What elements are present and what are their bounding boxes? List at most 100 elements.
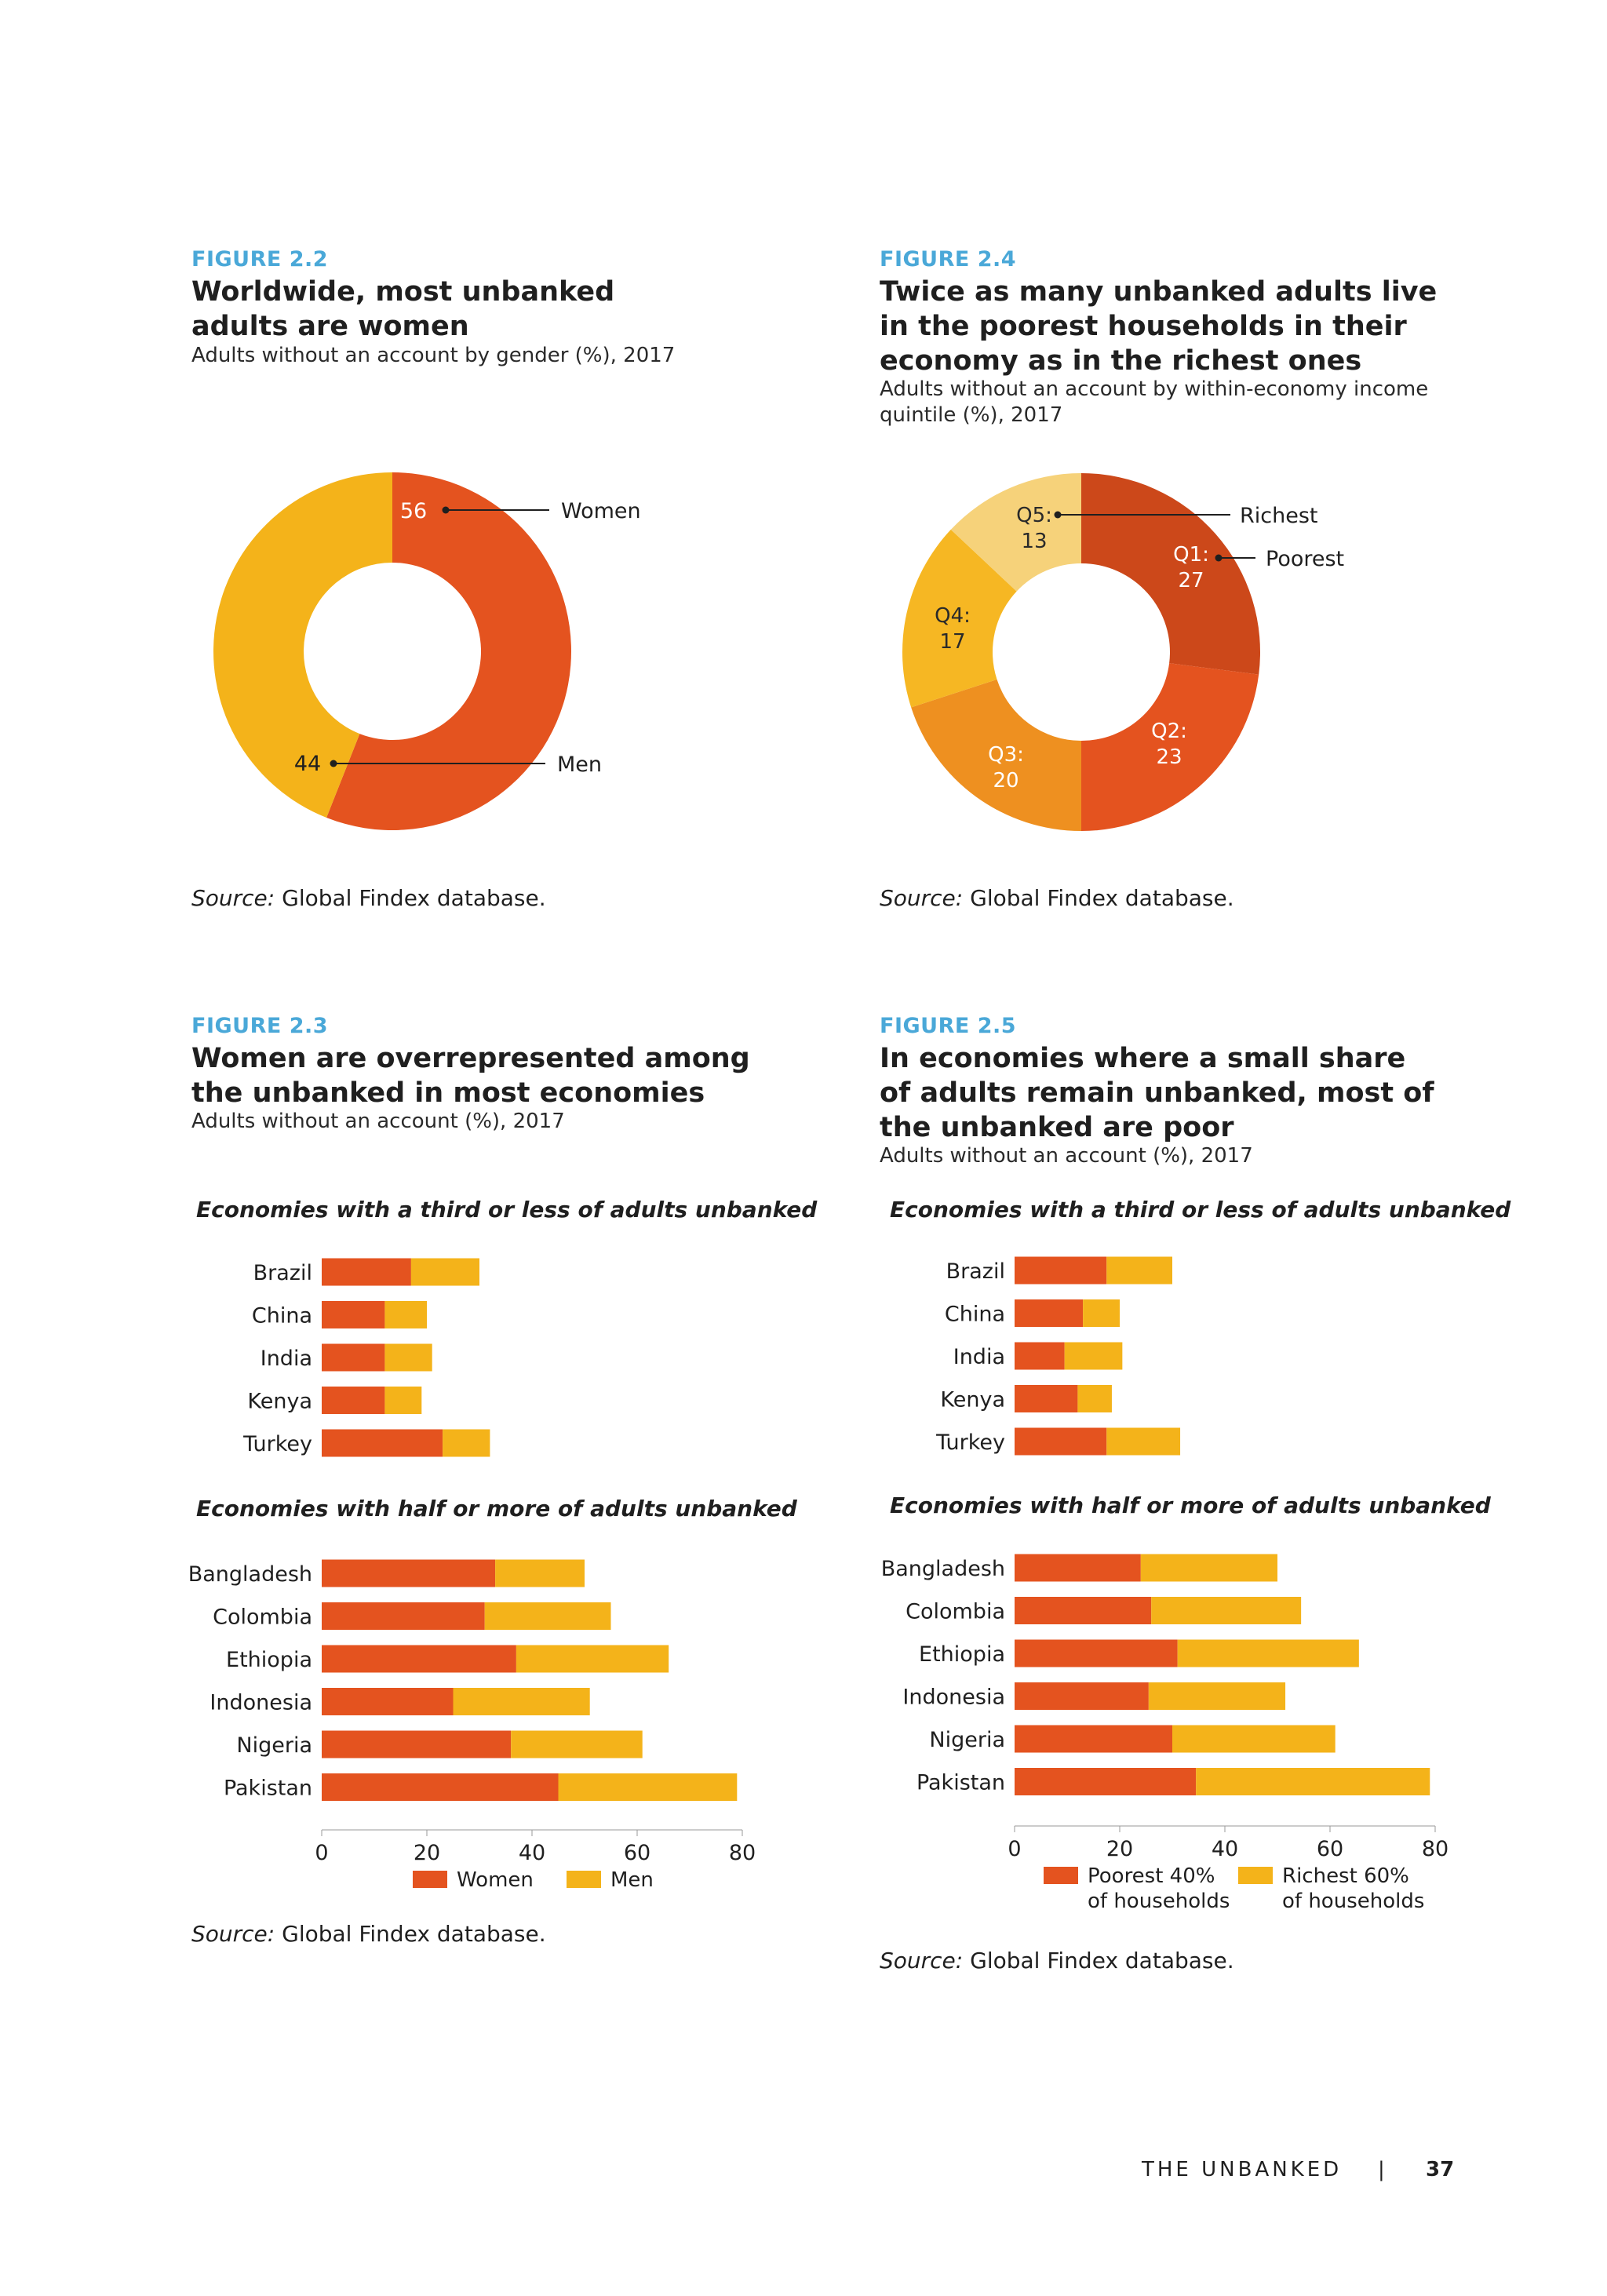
fig24-slice-q4 xyxy=(902,529,1017,708)
fig23-source-text: Global Findex database. xyxy=(275,1921,546,1947)
fig22-source: Source: Global Findex database. xyxy=(191,885,546,911)
fig24-slice-value-q3: 20 xyxy=(993,769,1018,793)
fig25-legend-label2-2: of households xyxy=(1282,1890,1424,1913)
fig25-group2-bar-pakistan-s1 xyxy=(1015,1768,1197,1795)
fig23-x-tick-label-40: 40 xyxy=(519,1841,545,1865)
fig23-x-tick-label-0: 0 xyxy=(315,1841,328,1865)
fig23-group2-bar-indonesia-s1 xyxy=(322,1688,454,1715)
fig22-label-men: Men xyxy=(557,753,602,777)
fig24-slice-label-q1: Q1: xyxy=(1173,543,1209,567)
fig23-group2-bar-pakistan-s2 xyxy=(558,1773,738,1801)
fig23-group2-bar-bangladesh-s2 xyxy=(495,1559,585,1587)
fig22-donut-chart: 56 Women 44 Men xyxy=(213,472,641,830)
fig24-subtitle: Adults without an account by within-econ… xyxy=(880,377,1429,427)
fig25-legend-label2-1: of households xyxy=(1088,1890,1230,1913)
fig23-group2-bar-pakistan-s1 xyxy=(322,1773,559,1801)
fig23-group2-bar-nigeria-s2 xyxy=(511,1730,643,1758)
fig23-x-tick-label-60: 60 xyxy=(624,1841,650,1865)
fig23-subtitle: Adults without an account (%), 2017 xyxy=(191,1110,565,1133)
footer-page-number: 37 xyxy=(1426,2158,1455,2181)
fig24-annotation-poorest: Poorest xyxy=(1266,547,1344,571)
fig25-group2-category-colombia: Colombia xyxy=(906,1600,1005,1624)
fig25-group2-category-ethiopia: Ethiopia xyxy=(919,1642,1005,1667)
fig25-group2-bar-indonesia-s2 xyxy=(1148,1682,1286,1710)
fig24-source-prefix: Source: xyxy=(880,885,964,911)
fig25-source: Source: Global Findex database. xyxy=(880,1948,1234,1973)
fig24-slice-label-q5: Q5: xyxy=(1016,504,1052,527)
fig25-group2-category-bangladesh: Bangladesh xyxy=(881,1557,1005,1581)
fig22-value-men: 44 xyxy=(294,752,321,776)
fig22-slice-women xyxy=(326,472,571,830)
fig23-group1-bar-china-s1 xyxy=(322,1301,385,1328)
fig23-group1-bar-china-s2 xyxy=(384,1301,427,1328)
fig25-group2-bar-bangladesh-s2 xyxy=(1140,1554,1277,1582)
fig23-group2-bar-bangladesh-s1 xyxy=(322,1559,496,1587)
fig23-bar-chart: Brazil China India Kenya Turkey Bangladesh Col… xyxy=(188,1258,756,1892)
fig23-legend-label-1: Women xyxy=(457,1868,534,1892)
fig22-title: Worldwide, most unbanked adults are wome… xyxy=(191,276,615,342)
fig25-x-tick-label-40: 40 xyxy=(1212,1837,1238,1861)
fig25-group2-category-nigeria: Nigeria xyxy=(929,1728,1005,1752)
fig23-group1-category-india: India xyxy=(261,1347,312,1371)
fig23-group2-category-bangladesh: Bangladesh xyxy=(188,1562,312,1587)
fig25-legend-label-1: Poorest 40% xyxy=(1088,1864,1215,1888)
fig22-value-women: 56 xyxy=(400,499,427,523)
fig25-group2-bar-colombia-s2 xyxy=(1151,1597,1302,1624)
fig25-group2-category-pakistan: Pakistan xyxy=(916,1771,1005,1795)
fig23-group1-bar-kenya-s1 xyxy=(322,1387,385,1414)
fig22-slice-men xyxy=(213,472,392,818)
fig25-group1-category-turkey: Turkey xyxy=(935,1430,1005,1455)
fig24-slice-value-q2: 23 xyxy=(1156,745,1182,769)
fig23-group2-title: Economies with half or more of adults un… xyxy=(196,1496,797,1522)
fig23-x-tick-label-20: 20 xyxy=(414,1841,440,1865)
fig24-slice-value-q5: 13 xyxy=(1021,530,1047,553)
fig25-group1-bar-kenya-s2 xyxy=(1077,1385,1112,1412)
fig25-legend-swatch-2 xyxy=(1238,1867,1273,1884)
fig23-group2-category-nigeria: Nigeria xyxy=(236,1733,312,1758)
fig25-group1-bar-india-s2 xyxy=(1064,1342,1123,1370)
fig23-legend-swatch-1 xyxy=(413,1871,447,1888)
fig23-group2-bar-nigeria-s1 xyxy=(322,1730,512,1758)
fig23-group2-bar-ethiopia-s1 xyxy=(322,1645,516,1673)
fig22-source-text: Global Findex database. xyxy=(275,885,546,911)
fig25-group2-category-indonesia: Indonesia xyxy=(902,1686,1005,1710)
footer-section-title: THE UNBANKED xyxy=(1142,2158,1343,2181)
fig25-group1-bar-brazil-s1 xyxy=(1015,1256,1107,1285)
fig23-group1-bar-turkey-s1 xyxy=(322,1429,443,1457)
fig25-group1-category-china: China xyxy=(945,1303,1005,1327)
fig22-source-prefix: Source: xyxy=(191,885,275,911)
fig23-group2-category-indonesia: Indonesia xyxy=(210,1691,312,1715)
fig25-legend-label-2: Richest 60% xyxy=(1282,1864,1409,1888)
fig24-source-text: Global Findex database. xyxy=(963,885,1234,911)
fig23-label: FIGURE 2.3 xyxy=(191,1014,329,1038)
fig23-group2-category-colombia: Colombia xyxy=(213,1605,312,1630)
fig23-group1-title: Economies with a third or less of adults… xyxy=(196,1197,818,1223)
fig25-group1-bar-brazil-s2 xyxy=(1106,1256,1172,1285)
fig23-group2-category-pakistan: Pakistan xyxy=(224,1777,312,1801)
fig25-group1-bar-india-s1 xyxy=(1015,1342,1065,1370)
fig25-x-tick-label-0: 0 xyxy=(1008,1837,1021,1861)
fig24-slice-q5 xyxy=(950,473,1081,592)
fig23-source: Source: Global Findex database. xyxy=(191,1921,546,1947)
fig25-x-tick-label-60: 60 xyxy=(1317,1837,1343,1861)
fig23-source-prefix: Source: xyxy=(191,1921,275,1947)
fig25-legend-swatch-1 xyxy=(1044,1867,1078,1884)
fig24-slice-value-q4: 17 xyxy=(939,630,965,654)
fig24-annotation-richest: Richest xyxy=(1240,504,1317,528)
fig22-subtitle: Adults without an account by gender (%),… xyxy=(191,344,676,367)
fig24-slice-label-q4: Q4: xyxy=(935,604,971,628)
fig23-group1-category-brazil: Brazil xyxy=(253,1261,312,1285)
fig23-group2-bar-indonesia-s2 xyxy=(453,1688,590,1715)
fig24-label: FIGURE 2.4 xyxy=(880,247,1017,272)
fig25-group1-bar-china-s2 xyxy=(1083,1299,1120,1327)
fig23-group2-category-ethiopia: Ethiopia xyxy=(226,1648,312,1672)
fig25-group1-bar-turkey-s1 xyxy=(1015,1427,1107,1456)
fig23-group1-bar-brazil-s1 xyxy=(322,1258,411,1286)
fig25-source-prefix: Source: xyxy=(880,1948,964,1973)
fig23-group1-bar-brazil-s2 xyxy=(410,1258,479,1286)
fig25-group2-bar-nigeria-s1 xyxy=(1015,1725,1172,1753)
fig23-group1-bar-turkey-s2 xyxy=(443,1429,490,1457)
fig23-group1-bar-india-s1 xyxy=(322,1343,385,1372)
fig25-group2-bar-nigeria-s2 xyxy=(1172,1725,1336,1753)
fig24-slice-label-q2: Q2: xyxy=(1151,720,1187,743)
